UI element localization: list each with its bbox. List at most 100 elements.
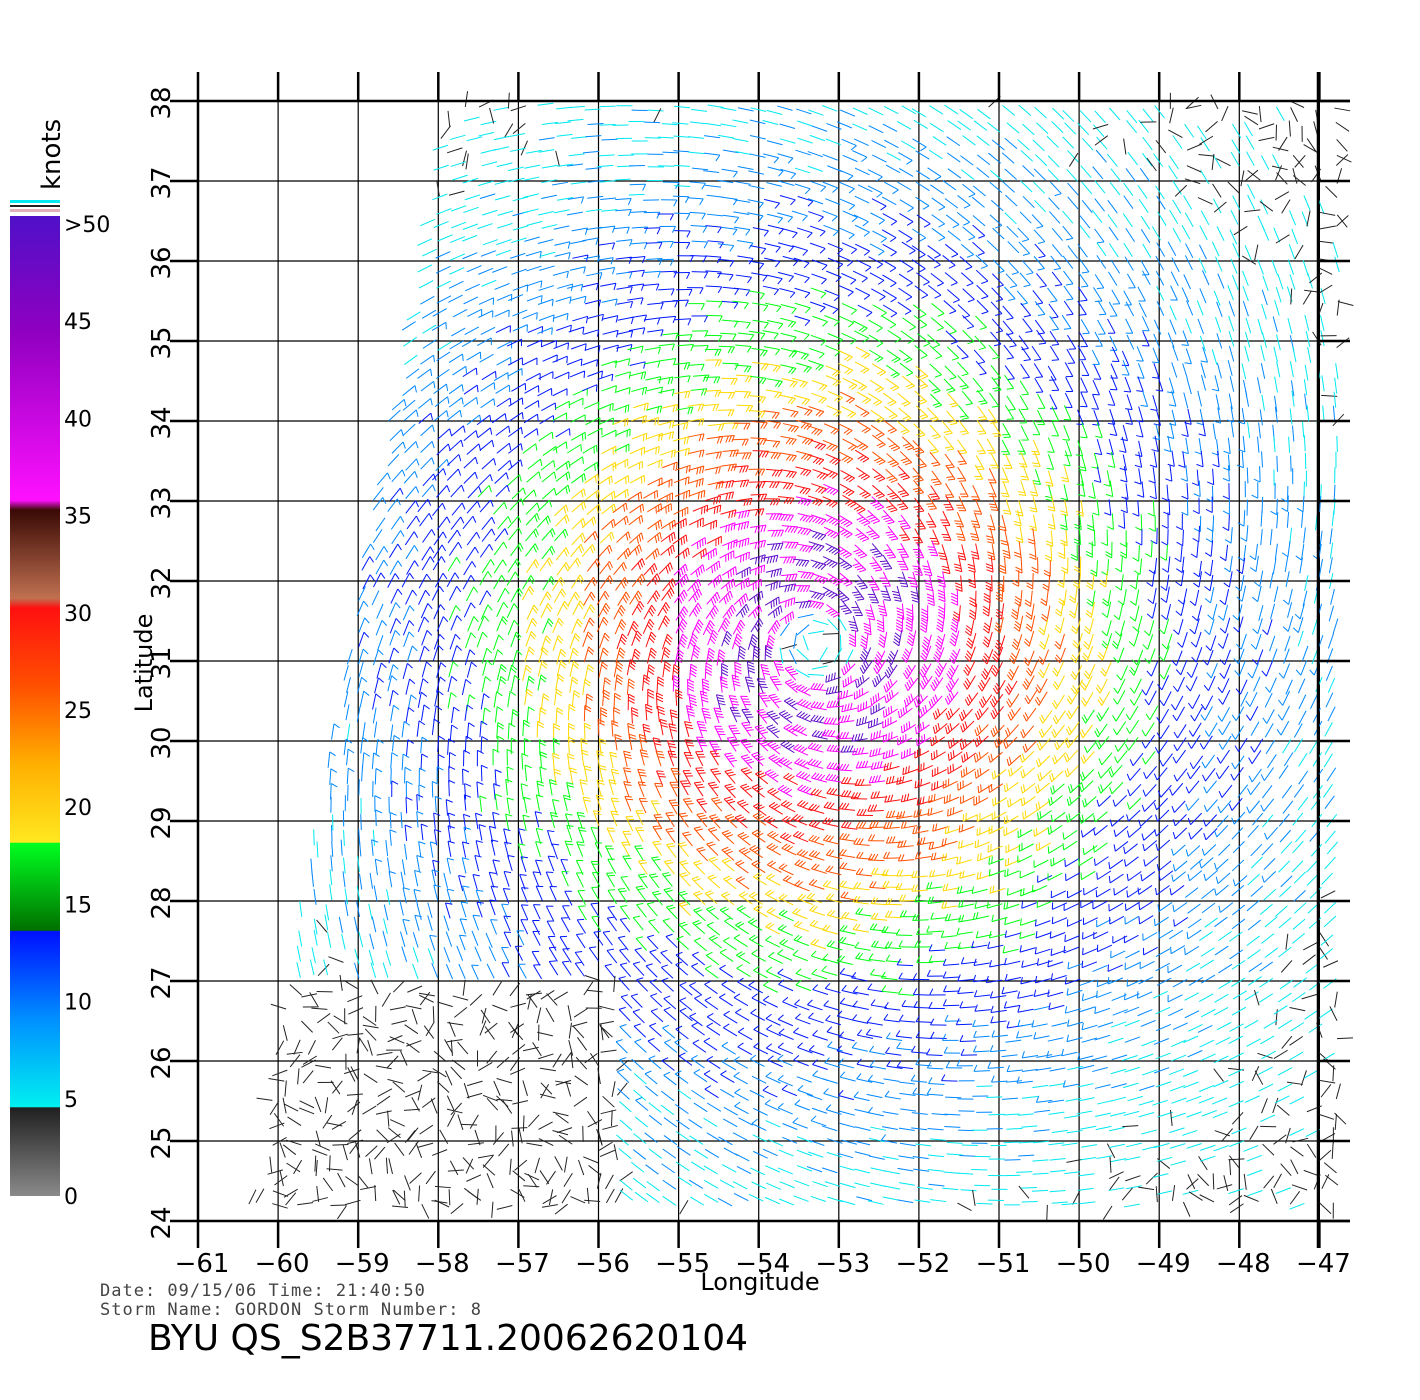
wind-barb	[535, 859, 543, 876]
wind-barb	[1320, 288, 1326, 304]
wind-barb	[672, 122, 689, 125]
wind-barb	[736, 951, 751, 964]
wind-barb	[1327, 706, 1336, 722]
wind-barb	[1155, 839, 1171, 851]
wind-barb	[733, 211, 750, 216]
wind-barb	[839, 1182, 856, 1189]
wind-barb	[422, 324, 437, 334]
wind-barb	[597, 373, 614, 382]
wind-barb	[914, 895, 931, 903]
wind-barb	[1128, 630, 1140, 647]
wind-barb	[719, 676, 729, 693]
wind-barb	[343, 664, 349, 681]
wind-barb	[425, 1021, 435, 1036]
wind-barb	[1050, 181, 1062, 197]
wind-barb	[689, 211, 706, 220]
wind-barb	[687, 197, 704, 206]
wind-barb	[662, 1148, 677, 1159]
wind-barb	[976, 1085, 993, 1087]
wind-barb	[1218, 720, 1231, 736]
wind-barb	[371, 916, 377, 933]
wind-barb	[877, 600, 888, 617]
wind-barb	[1083, 633, 1094, 650]
wind-barb	[944, 825, 961, 835]
wind-barb	[869, 556, 883, 572]
wind-barb	[1054, 600, 1065, 617]
wind-barb	[449, 340, 464, 350]
wind-barb	[463, 296, 479, 305]
wind-barb	[576, 1037, 588, 1051]
wind-barb	[1204, 587, 1215, 604]
wind-barb	[1187, 1050, 1203, 1058]
wind-barb	[1106, 1143, 1116, 1159]
wind-barb	[958, 914, 975, 923]
wind-barb	[1289, 1128, 1305, 1136]
wind-barb	[901, 748, 917, 760]
wind-barb	[1258, 123, 1275, 130]
wind-barb	[402, 918, 410, 935]
wind-barb	[766, 724, 781, 739]
wind-barb	[488, 871, 497, 888]
wind-barb	[691, 951, 706, 966]
wind-barb	[535, 885, 544, 902]
wind-barb	[855, 243, 870, 256]
wind-barb	[1050, 811, 1066, 823]
wind-barb	[1244, 1095, 1260, 1103]
wind-barb	[1143, 620, 1155, 637]
wind-barb	[976, 299, 989, 315]
wind-barb	[812, 619, 829, 626]
wind-barb	[870, 1182, 886, 1187]
wind-barb	[1212, 183, 1222, 198]
wind-barb	[857, 485, 871, 499]
wind-barb	[1261, 871, 1277, 883]
wind-barb	[376, 662, 387, 679]
wind-barb	[494, 706, 504, 723]
wind-barb	[443, 915, 450, 932]
wind-barb	[991, 318, 1004, 334]
wind-barb	[1049, 931, 1066, 939]
wind-barb	[764, 257, 781, 268]
wind-barb	[555, 547, 570, 561]
wind-barb	[1096, 795, 1111, 807]
wind-barb	[944, 365, 957, 380]
wind-barb	[914, 940, 931, 948]
wind-barb	[954, 575, 963, 592]
wind-barb	[628, 733, 637, 751]
wind-barb	[898, 152, 913, 165]
wind-barb	[1155, 885, 1170, 896]
wind-barb	[1110, 950, 1126, 959]
wind-barb	[472, 874, 480, 891]
wind-barb	[673, 135, 690, 138]
wind-barb	[702, 620, 715, 636]
wind-barb	[752, 812, 767, 826]
wind-barb	[477, 485, 492, 498]
wind-barb	[1004, 168, 1017, 180]
wind-barb	[1303, 1069, 1319, 1079]
wind-barb	[583, 461, 599, 472]
wind-barb	[502, 887, 511, 904]
wind-barb	[810, 938, 827, 950]
wind-barb	[436, 485, 451, 498]
wind-barb	[1245, 169, 1259, 181]
wind-barb	[412, 946, 419, 963]
wind-barb	[1079, 1201, 1096, 1205]
wind-barb	[930, 1018, 947, 1026]
wind-barb	[1047, 437, 1055, 453]
wind-barb	[542, 445, 558, 456]
wind-barb	[482, 659, 493, 676]
wind-barb	[1064, 1006, 1081, 1014]
wind-barb	[1231, 959, 1246, 970]
wind-barb	[913, 497, 925, 513]
wind-barb	[823, 483, 839, 496]
wind-barb	[1159, 691, 1172, 707]
wind-barb	[630, 211, 647, 213]
wind-barb	[735, 151, 752, 156]
wind-barb	[1116, 665, 1129, 681]
wind-barb	[401, 321, 416, 331]
wind-barb	[569, 660, 580, 677]
wind-barb	[1113, 603, 1124, 621]
wind-barb	[1198, 420, 1206, 437]
wind-barb	[432, 556, 446, 571]
wind-barb	[273, 1112, 284, 1127]
wind-barb	[555, 428, 571, 438]
